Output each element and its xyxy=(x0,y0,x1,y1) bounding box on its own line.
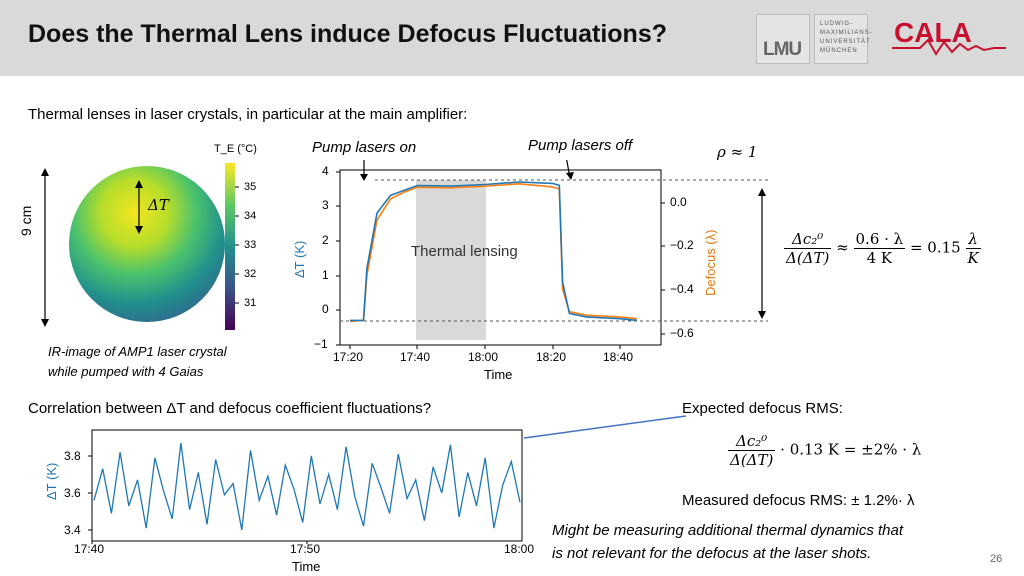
cala-logo-text: CALA xyxy=(894,17,972,48)
main-plot-y2label: Defocus (λ) xyxy=(703,229,718,296)
x-tick: 18:40 xyxy=(603,350,634,364)
annotation-pump-on: Pump lasers on xyxy=(312,139,417,156)
correlation-text: Correlation between ΔT and defocus coeff… xyxy=(28,400,432,417)
cala-logo: CALA xyxy=(892,17,1006,56)
laser-crystal-disk xyxy=(69,166,225,322)
colorbar-tick: 35 xyxy=(244,181,257,193)
main-plot-frame xyxy=(339,169,662,346)
colorbar-tick: 31 xyxy=(244,297,257,309)
main-plot-ylabel: ΔT (K) xyxy=(292,240,307,278)
delta-t-series-line xyxy=(350,181,637,322)
thermal-lensing-region xyxy=(416,180,486,340)
bottom-y-tick: 3.6 xyxy=(64,486,81,500)
y2-tick: −0.2 xyxy=(670,238,694,252)
bottom-y-tick: 3.4 xyxy=(64,523,81,537)
ir-caption-line1: IR-image of AMP1 laser crystal xyxy=(48,344,227,359)
bottom-x-tick: 17:50 xyxy=(290,542,321,556)
bottom-plot-xlabel: Time xyxy=(292,559,321,574)
colorbar xyxy=(225,163,235,330)
expected-rms-title: Expected defocus RMS: xyxy=(682,400,843,417)
main-plot-ticks xyxy=(336,171,665,349)
y-tick: 2 xyxy=(322,233,329,247)
colorbar-label: T_E (°C) xyxy=(214,143,257,155)
annotation-pump-off: Pump lasers off xyxy=(528,137,633,154)
size-label: 9 cm xyxy=(18,205,34,236)
colorbar-ticks xyxy=(235,186,239,304)
main-plot xyxy=(336,160,768,349)
x-tick: 17:20 xyxy=(333,350,364,364)
note-line2: is not relevant for the defocus at the l… xyxy=(552,545,872,562)
x-tick: 18:20 xyxy=(536,350,567,364)
x-tick: 17:40 xyxy=(400,350,431,364)
bottom-x-tick: 18:00 xyxy=(504,542,535,556)
colorbar-tick: 32 xyxy=(244,268,257,280)
rho-equation: ρ ≈ 1 xyxy=(717,143,758,161)
y-tick: 0 xyxy=(322,302,329,316)
y-tick: −1 xyxy=(314,337,328,351)
y2-tick: −0.6 xyxy=(670,326,694,340)
university-logo: LUDWIG- MAXIMILIANS- UNIVERSITÄT MÜNCHEN xyxy=(814,14,872,64)
thermal-lensing-label: Thermal lensing xyxy=(411,243,518,260)
colorbar-tick: 34 xyxy=(244,210,257,222)
measured-rms: Measured defocus RMS: ± 1.2%· λ xyxy=(682,492,915,509)
bottom-plot-ylabel: ΔT (K) xyxy=(44,462,59,500)
y-tick: 3 xyxy=(322,198,329,212)
defocus-series-line xyxy=(349,182,637,323)
intro-text: Thermal lenses in laser crystals, in par… xyxy=(28,106,468,123)
callout-line xyxy=(523,415,687,439)
page-number: 26 xyxy=(990,553,1003,565)
lmu-logo: LMU xyxy=(756,14,810,64)
expected-rms-equation: Δc₂⁰ Δ(ΔT) · 0.13 K = ±2% · λ xyxy=(728,432,922,469)
x-tick: 18:00 xyxy=(468,350,499,364)
bottom-delta-t-series-line xyxy=(93,442,521,531)
delta-t-label: ΔT xyxy=(148,196,169,214)
bottom-plot xyxy=(88,429,523,544)
ir-image xyxy=(41,163,239,330)
slide-title: Does the Thermal Lens induce Defocus Flu… xyxy=(28,20,667,48)
main-plot-xlabel: Time xyxy=(484,367,513,382)
ir-caption-line2: while pumped with 4 Gaias xyxy=(48,364,204,379)
bottom-plot-ticks xyxy=(88,455,308,544)
bottom-y-tick: 3.8 xyxy=(64,449,81,463)
y2-tick: 0.0 xyxy=(670,195,687,209)
bottom-x-tick: 17:40 xyxy=(74,542,105,556)
y2-tick: −0.4 xyxy=(670,282,694,296)
y-tick: 4 xyxy=(322,164,329,178)
colorbar-tick: 33 xyxy=(244,239,257,251)
note-line1: Might be measuring additional thermal dy… xyxy=(552,522,904,539)
y-tick: 1 xyxy=(322,268,329,282)
